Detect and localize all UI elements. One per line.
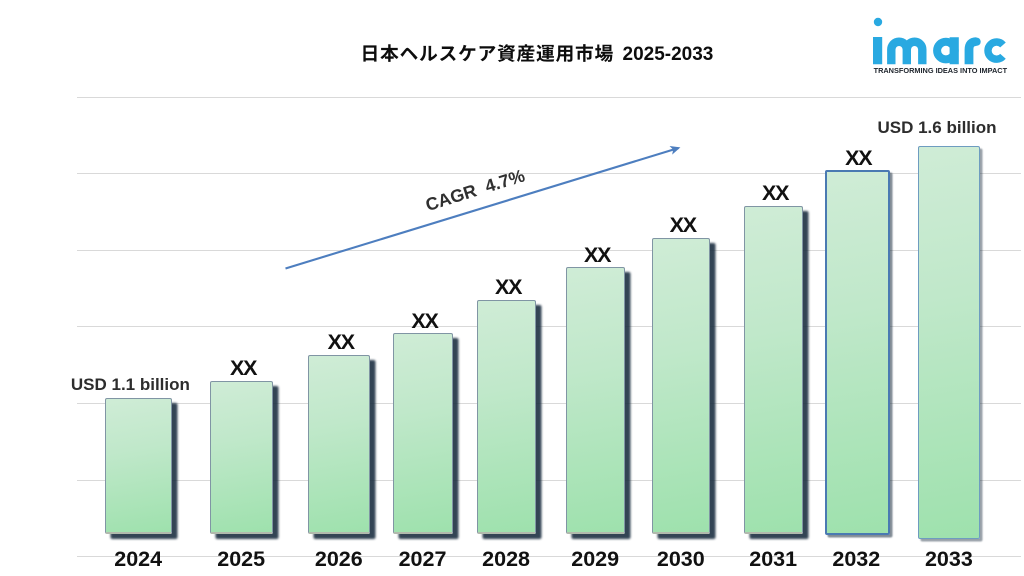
svg-text:TRANSFORMING IDEAS INTO IMPACT: TRANSFORMING IDEAS INTO IMPACT xyxy=(874,66,1008,75)
svg-text:CAGR 4.7%: CAGR 4.7% xyxy=(423,165,527,215)
svg-text:2025-2033: 2025-2033 xyxy=(623,44,714,65)
